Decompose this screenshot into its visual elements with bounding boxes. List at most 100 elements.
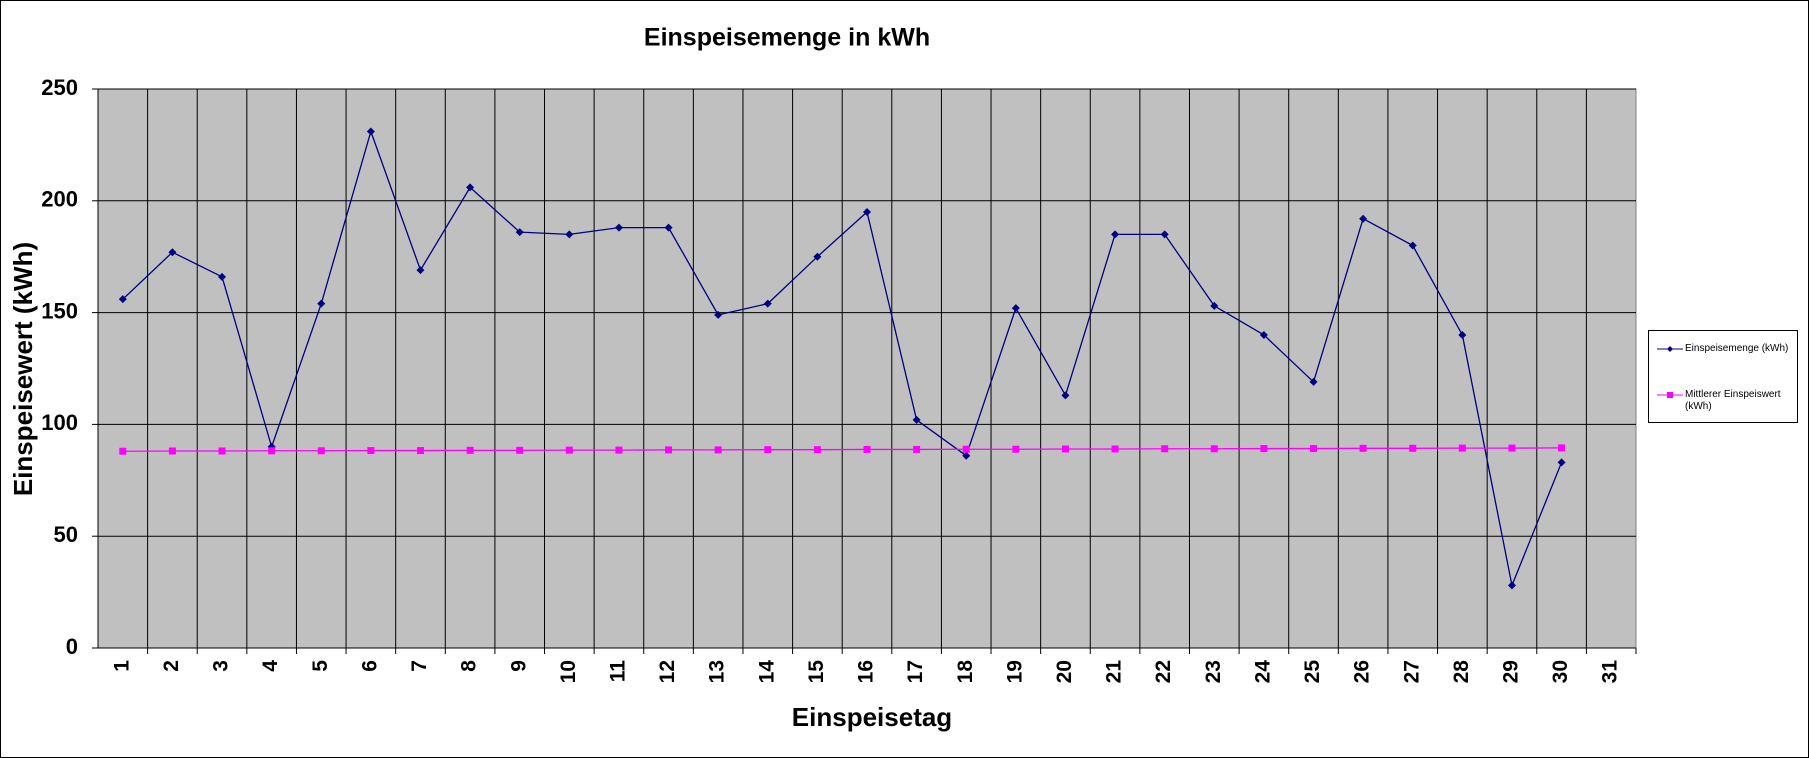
- marker: [813, 252, 822, 261]
- marker: [118, 295, 127, 304]
- x-tick-label: 16: [855, 660, 878, 683]
- legend: Einspeisemenge (kWh) Mittlerer Einspeiswe…: [1648, 330, 1798, 423]
- x-tick-label: 18: [954, 660, 977, 684]
- marker: [516, 446, 524, 454]
- marker: [1012, 445, 1020, 453]
- marker: [366, 127, 375, 136]
- x-tick-label: 4: [259, 660, 282, 672]
- marker: [565, 230, 574, 239]
- legend-entry: Einspeisemenge (kWh): [1655, 343, 1790, 355]
- marker: [1359, 214, 1368, 223]
- x-tick-label: 28: [1450, 660, 1473, 684]
- marker: [1558, 444, 1566, 452]
- marker: [714, 310, 723, 319]
- x-tick-label: 25: [1301, 660, 1324, 684]
- marker: [1111, 445, 1119, 453]
- x-tick-label: 13: [706, 660, 729, 683]
- x-axis-title: Einspeisetag: [792, 702, 952, 732]
- x-tick-label: 3: [210, 660, 233, 672]
- x-tick-label: 11: [606, 660, 629, 683]
- y-tick-label: 150: [41, 298, 78, 323]
- marker: [664, 223, 673, 232]
- y-tick-label: 0: [66, 634, 78, 659]
- x-tick-label: 14: [755, 660, 778, 684]
- x-tick-label: 19: [1003, 660, 1026, 683]
- marker: [367, 447, 375, 455]
- marker: [763, 299, 772, 308]
- marker: [1260, 445, 1268, 453]
- series-line: [122, 447, 1562, 452]
- marker: [1210, 445, 1218, 453]
- x-tick-label: 1: [110, 660, 133, 672]
- legend-entry: Mittlerer Einspeiswert (kWh): [1655, 389, 1790, 413]
- y-tick-label: 200: [41, 187, 78, 212]
- marker: [1011, 304, 1020, 313]
- x-tick-label: 29: [1500, 660, 1523, 683]
- marker: [1161, 445, 1169, 453]
- y-tick-label: 100: [41, 410, 78, 435]
- plot-area: [97, 88, 1637, 649]
- marker: [863, 207, 871, 216]
- marker: [1061, 445, 1069, 453]
- marker: [863, 445, 871, 453]
- marker: [1458, 444, 1466, 452]
- marker: [268, 447, 276, 455]
- marker: [119, 447, 127, 455]
- legend-label: Mittlerer Einspeiswert (kWh): [1685, 389, 1781, 412]
- x-tick-label: 10: [557, 660, 580, 683]
- x-tick-label: 9: [507, 660, 530, 672]
- marker: [565, 446, 573, 454]
- marker: [1458, 330, 1467, 339]
- marker: [912, 415, 921, 424]
- series-line: [122, 129, 1563, 588]
- x-tick-label: 21: [1103, 660, 1126, 684]
- marker: [416, 266, 425, 275]
- marker: [515, 228, 524, 237]
- marker: [1508, 444, 1516, 452]
- marker: [466, 183, 475, 192]
- x-tick-label: 5: [309, 660, 332, 672]
- marker: [913, 445, 921, 453]
- legend-label: Einspeisemenge (kWh): [1685, 343, 1789, 354]
- x-tick-label: 24: [1251, 660, 1274, 684]
- marker: [1309, 377, 1318, 386]
- marker: [1259, 330, 1268, 339]
- marker: [1210, 301, 1219, 310]
- marker: [665, 446, 673, 454]
- legend-swatch: [1657, 346, 1683, 352]
- marker: [317, 447, 325, 455]
- marker: [466, 446, 474, 454]
- marker: [1061, 391, 1070, 400]
- marker: [714, 446, 722, 454]
- marker: [962, 451, 971, 460]
- marker: [1557, 458, 1566, 467]
- marker: [962, 445, 970, 453]
- y-tick-label: 50: [54, 522, 78, 547]
- marker: [416, 447, 424, 455]
- x-tick-label: 17: [904, 660, 927, 683]
- legend-swatch: [1657, 392, 1683, 398]
- legend-marker: [1667, 346, 1673, 352]
- marker: [813, 446, 821, 454]
- marker: [614, 223, 623, 232]
- x-tick-label: 2: [160, 660, 183, 672]
- x-tick-label: 27: [1400, 660, 1423, 683]
- x-tick-label: 26: [1351, 660, 1374, 683]
- marker: [168, 248, 177, 257]
- marker: [764, 446, 772, 454]
- x-tick-label: 6: [358, 660, 381, 672]
- x-tick-label: 22: [1152, 660, 1175, 683]
- x-tick-label: 8: [458, 660, 481, 672]
- marker: [1160, 230, 1169, 239]
- marker: [218, 447, 226, 455]
- x-tick-label: 23: [1202, 660, 1225, 683]
- marker: [1111, 230, 1120, 239]
- marker: [1409, 444, 1417, 452]
- x-tick-label: 15: [805, 660, 828, 684]
- marker: [317, 299, 326, 308]
- marker: [1359, 444, 1367, 452]
- x-tick-label: 7: [408, 660, 431, 672]
- marker: [1507, 581, 1516, 590]
- marker: [168, 447, 176, 455]
